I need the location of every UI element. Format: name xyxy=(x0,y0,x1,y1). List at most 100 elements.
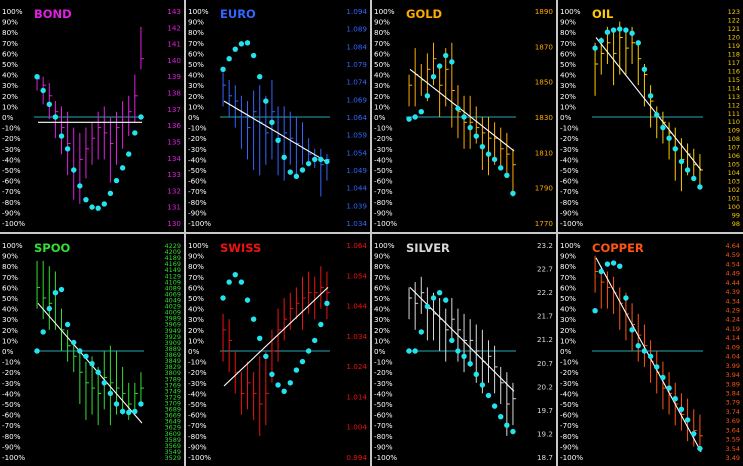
oscillator-dot xyxy=(697,445,703,452)
oscillator-dot xyxy=(89,361,95,367)
left-axis-tick: -70% xyxy=(374,421,393,430)
right-axis-tick: 4.39 xyxy=(726,288,740,296)
left-axis-tick: 0% xyxy=(188,113,200,122)
right-axis-tick: 3869 xyxy=(164,351,181,359)
right-axis-tick: 120 xyxy=(728,33,740,41)
right-axis-tick: 3949 xyxy=(164,327,181,335)
left-axis-tick: 100% xyxy=(374,7,395,16)
right-axis-tick: 137 xyxy=(167,105,181,114)
right-axis-tick: 1.059 xyxy=(346,131,367,140)
chart-title: OIL xyxy=(592,7,614,21)
right-axis-tick: 134 xyxy=(167,154,181,163)
left-axis-tick: 10% xyxy=(560,336,576,345)
left-axis-tick: 70% xyxy=(188,273,204,282)
left-axis-tick: 20% xyxy=(374,92,390,101)
oscillator-dot xyxy=(610,260,617,266)
oscillator-dot xyxy=(318,321,324,328)
trend-line xyxy=(409,287,515,392)
left-axis-tick: 30% xyxy=(374,315,390,324)
oscillator-dot xyxy=(83,353,89,359)
right-axis-tick: 1810 xyxy=(535,148,554,157)
left-axis-tick: -10% xyxy=(2,358,21,367)
left-axis-tick: -90% xyxy=(2,208,21,217)
left-axis-tick: -100% xyxy=(2,453,25,462)
chart-title: GOLD xyxy=(406,7,442,21)
right-axis-tick: 4009 xyxy=(164,309,181,317)
left-axis-tick: -90% xyxy=(560,442,579,451)
left-axis-tick: -30% xyxy=(188,379,207,388)
left-axis-tick: -80% xyxy=(188,432,207,441)
left-axis-tick: 30% xyxy=(2,81,18,90)
left-axis-tick: -30% xyxy=(374,145,393,154)
left-axis-tick: 30% xyxy=(560,315,576,324)
right-axis-tick: 3769 xyxy=(164,381,181,389)
left-axis-tick: -80% xyxy=(560,432,579,441)
right-axis-tick: 4.49 xyxy=(726,270,740,278)
left-axis-tick: 0% xyxy=(2,113,14,122)
trend-line xyxy=(595,37,702,171)
oscillator-dot xyxy=(678,158,685,165)
left-axis-tick: 30% xyxy=(2,315,18,324)
left-axis-tick: -90% xyxy=(188,442,207,451)
oscillator-dot xyxy=(623,27,629,33)
right-axis-tick: 3.69 xyxy=(726,417,740,425)
oscillator-dot xyxy=(71,339,77,346)
left-axis-tick: 40% xyxy=(188,71,204,80)
right-axis-tick: 99 xyxy=(732,212,740,220)
right-axis-tick: 3889 xyxy=(164,345,181,353)
left-axis-tick: -60% xyxy=(188,177,207,186)
left-axis-tick: -100% xyxy=(188,453,211,462)
left-axis-tick: 60% xyxy=(374,283,390,292)
left-axis-tick: -70% xyxy=(374,187,393,196)
left-axis-tick: -40% xyxy=(2,389,21,398)
left-axis-tick: -100% xyxy=(374,219,397,228)
oscillator-dot xyxy=(238,41,245,47)
left-axis-tick: -10% xyxy=(2,124,21,133)
chart-panel-swiss: 100% 90% 80% 70% 60% 50% 40% 30% 20% 10% 0% -10% -20… xyxy=(186,234,370,466)
oscillator-dot xyxy=(232,271,238,278)
left-axis-tick: -40% xyxy=(560,155,579,164)
right-axis-tick: 4.14 xyxy=(726,334,740,342)
right-axis-tick: 3989 xyxy=(164,315,181,323)
oscillator-dot xyxy=(629,30,635,36)
oscillator-dot xyxy=(697,184,703,190)
right-axis-tick: 1.064 xyxy=(346,241,367,250)
right-axis-tick: 118 xyxy=(728,50,740,58)
left-axis-tick: -70% xyxy=(188,187,207,196)
left-axis-tick: -20% xyxy=(374,134,393,143)
oscillator-dot xyxy=(660,374,666,381)
left-axis-tick: 90% xyxy=(374,252,390,261)
right-axis-tick: 1.049 xyxy=(346,166,367,175)
left-axis-tick: 20% xyxy=(374,326,390,335)
left-axis-tick: -90% xyxy=(374,208,393,217)
left-axis-tick: -40% xyxy=(374,389,393,398)
oscillator-dot xyxy=(34,74,40,80)
chart-spoo: 100% 90%80% 70%60% 50% 40%30% 20%10% 0% -10%-20… xyxy=(2,241,181,462)
oscillator-dot xyxy=(635,343,641,349)
oscillator-dot xyxy=(281,388,287,394)
horizontal-divider xyxy=(0,232,743,234)
oscillator-dot xyxy=(238,279,245,285)
left-axis-tick: 70% xyxy=(374,39,390,48)
right-axis-tick: 1.074 xyxy=(346,78,367,87)
left-axis-tick: -30% xyxy=(374,379,393,388)
left-axis-tick: 80% xyxy=(188,262,204,271)
oscillator-dot xyxy=(604,261,611,267)
left-axis-tick: -70% xyxy=(560,187,579,196)
oscillator-dot xyxy=(269,119,275,126)
oscillator-dot xyxy=(436,63,443,69)
right-axis-tick: 1.024 xyxy=(346,362,367,371)
right-axis-tick: 111 xyxy=(728,110,740,118)
right-axis-tick: 3649 xyxy=(164,418,181,426)
right-axis-tick: 1.034 xyxy=(346,219,367,228)
right-axis-tick: 98 xyxy=(732,220,740,228)
left-axis-tick: 60% xyxy=(188,283,204,292)
right-axis-tick: 3.54 xyxy=(726,445,740,453)
right-axis-tick: 3789 xyxy=(164,375,181,383)
left-axis-tick: 80% xyxy=(560,262,576,271)
oscillator-dot xyxy=(64,146,71,152)
left-axis-tick: 10% xyxy=(188,102,204,111)
right-axis-tick: 1.014 xyxy=(346,392,367,401)
left-axis-tick: 10% xyxy=(374,102,390,111)
right-axis-tick: 142 xyxy=(167,23,181,32)
